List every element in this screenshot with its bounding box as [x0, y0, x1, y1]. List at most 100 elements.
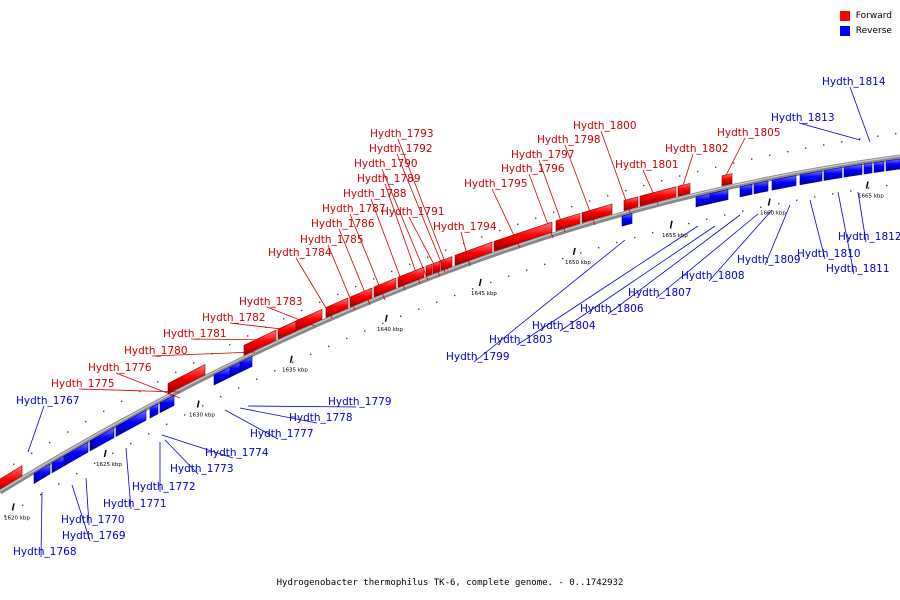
reverse-gene-block — [873, 160, 885, 173]
scale-dot — [292, 361, 294, 364]
scale-dot — [436, 301, 438, 303]
reverse-gene-block — [709, 189, 729, 204]
gene-label-hydth-1798[interactable]: Hydth_1798 — [537, 134, 601, 146]
scale-dot — [256, 378, 258, 380]
gene-label-hydth-1773[interactable]: Hydth_1773 — [170, 463, 234, 475]
scale-tick-label: 1640 kbp — [377, 327, 403, 333]
leader-line-hydth-1792 — [396, 153, 446, 273]
gene-label-hydth-1800[interactable]: Hydth_1800 — [573, 120, 637, 132]
gene-label-hydth-1769[interactable]: Hydth_1769 — [62, 530, 126, 542]
leader-line-hydth-1793 — [397, 138, 449, 271]
scale-dot — [643, 184, 645, 187]
gene-label-hydth-1809[interactable]: Hydth_1809 — [737, 254, 801, 266]
scale-tick-label: 1660 kbp — [760, 211, 786, 217]
forward-gene-block — [432, 260, 441, 275]
scale-dot — [868, 187, 870, 189]
gene-label-hydth-1770[interactable]: Hydth_1770 — [61, 514, 125, 526]
scale-tick — [196, 400, 200, 408]
gene-label-hydth-1780[interactable]: Hydth_1780 — [124, 345, 188, 357]
scale-dot — [877, 135, 879, 137]
gene-label-hydth-1784[interactable]: Hydth_1784 — [268, 247, 332, 259]
gene-label-hydth-1795[interactable]: Hydth_1795 — [464, 178, 528, 190]
leader-line-hydth-1774 — [161, 434, 234, 459]
gene-label-hydth-1777[interactable]: Hydth_1777 — [250, 428, 314, 440]
gene-label-hydth-1796[interactable]: Hydth_1796 — [501, 163, 565, 175]
scale-dot — [220, 396, 222, 398]
leader-line-hydth-1771 — [125, 447, 132, 510]
gene-label-hydth-1805[interactable]: Hydth_1805 — [717, 127, 781, 139]
gene-label-hydth-1808[interactable]: Hydth_1808 — [681, 270, 745, 282]
gene-label-hydth-1811[interactable]: Hydth_1811 — [826, 263, 890, 275]
gene-label-hydth-1786[interactable]: Hydth_1786 — [311, 218, 375, 230]
scale-dot — [652, 231, 654, 234]
gene-label-hydth-1768[interactable]: Hydth_1768 — [13, 546, 77, 558]
scale-tick-label: 1630 kbp — [189, 413, 215, 419]
forward-gene-block — [721, 173, 733, 187]
gene-label-hydth-1813[interactable]: Hydth_1813 — [771, 112, 835, 124]
scale-dot — [337, 293, 339, 296]
gene-label-hydth-1791[interactable]: Hydth_1791 — [381, 206, 445, 218]
scale-dot — [679, 175, 681, 177]
forward-gene-block — [677, 182, 691, 197]
scale-dot — [598, 247, 600, 249]
gene-label-hydth-1797[interactable]: Hydth_1797 — [511, 149, 575, 161]
gene-label-hydth-1801[interactable]: Hydth_1801 — [615, 159, 679, 171]
gene-label-hydth-1810[interactable]: Hydth_1810 — [797, 248, 861, 260]
leader-line-hydth-1814 — [849, 86, 871, 143]
gene-label-hydth-1790[interactable]: Hydth_1790 — [354, 158, 418, 170]
scale-dot — [481, 236, 483, 238]
gene-label-hydth-1782[interactable]: Hydth_1782 — [202, 312, 266, 324]
scale-dot — [697, 170, 699, 173]
forward-gene-block — [555, 212, 581, 232]
genome-backbone-highlight — [0, 155, 900, 492]
leader-line-hydth-1789 — [384, 183, 421, 285]
leader-line-hydth-1770 — [85, 477, 90, 526]
gene-label-hydth-1772[interactable]: Hydth_1772 — [132, 481, 196, 493]
gene-label-hydth-1781[interactable]: Hydth_1781 — [163, 328, 227, 340]
gene-label-hydth-1774[interactable]: Hydth_1774 — [205, 447, 269, 459]
leader-line-hydth-1808 — [708, 209, 773, 282]
gene-label-hydth-1802[interactable]: Hydth_1802 — [665, 143, 729, 155]
gene-label-hydth-1788[interactable]: Hydth_1788 — [343, 188, 407, 200]
scale-tick — [865, 181, 869, 189]
scale-dot — [148, 433, 150, 435]
scale-dot — [130, 442, 132, 445]
scale-dot — [733, 162, 735, 164]
scale-dot — [427, 256, 429, 258]
scale-dot — [94, 462, 96, 465]
gene-label-hydth-1799[interactable]: Hydth_1799 — [446, 351, 510, 363]
gene-label-hydth-1804[interactable]: Hydth_1804 — [532, 320, 596, 332]
gene-label-hydth-1778[interactable]: Hydth_1778 — [289, 412, 353, 424]
forward-gene-block — [325, 297, 349, 318]
gene-label-hydth-1787[interactable]: Hydth_1787 — [322, 203, 386, 215]
gene-label-hydth-1771[interactable]: Hydth_1771 — [103, 498, 167, 510]
reverse-gene-block — [239, 355, 253, 373]
gene-label-hydth-1792[interactable]: Hydth_1792 — [369, 143, 433, 155]
scale-dot — [688, 222, 690, 225]
gene-label-hydth-1812[interactable]: Hydth_1812 — [838, 231, 900, 243]
gene-label-hydth-1783[interactable]: Hydth_1783 — [239, 296, 303, 308]
gene-label-hydth-1789[interactable]: Hydth_1789 — [357, 173, 421, 185]
gene-label-hydth-1793[interactable]: Hydth_1793 — [370, 128, 434, 140]
gene-label-hydth-1775[interactable]: Hydth_1775 — [51, 378, 115, 390]
scale-dot — [499, 229, 501, 232]
scale-dot — [535, 217, 537, 219]
leader-line-hydth-1807 — [655, 213, 759, 299]
gene-label-hydth-1779[interactable]: Hydth_1779 — [328, 396, 392, 408]
scale-dot — [193, 362, 195, 364]
reverse-gene-block — [115, 409, 147, 437]
gene-label-hydth-1785[interactable]: Hydth_1785 — [300, 234, 364, 246]
gene-label-hydth-1814[interactable]: Hydth_1814 — [822, 76, 886, 88]
scale-dot — [517, 223, 519, 225]
leader-line-hydth-1799 — [473, 239, 626, 363]
gene-label-hydth-1794[interactable]: Hydth_1794 — [433, 221, 497, 233]
gene-label-hydth-1767[interactable]: Hydth_1767 — [16, 395, 80, 407]
gene-label-hydth-1806[interactable]: Hydth_1806 — [580, 303, 644, 315]
scale-dot — [103, 410, 105, 413]
gene-label-hydth-1807[interactable]: Hydth_1807 — [628, 287, 692, 299]
forward-gene-block — [349, 287, 373, 308]
gene-label-hydth-1803[interactable]: Hydth_1803 — [489, 334, 553, 346]
reverse-gene-block — [753, 180, 769, 195]
gene-label-hydth-1776[interactable]: Hydth_1776 — [88, 362, 152, 374]
scale-dot — [157, 381, 159, 383]
